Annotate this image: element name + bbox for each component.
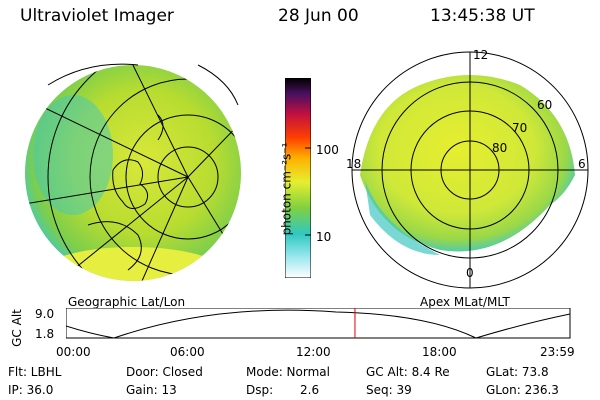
alt-xtick-0000: 00:00: [56, 345, 91, 359]
info-ip: IP: 36.0: [8, 383, 54, 397]
mlat-label-60: 60: [537, 98, 553, 112]
info-seq: Seq: 39: [366, 383, 412, 397]
altitude-time-plot: [66, 308, 571, 339]
info-dsp-label: Dsp:: [246, 383, 274, 397]
alt-plot-ylabel: GC Alt: [9, 309, 24, 347]
color-scale-bar: [285, 78, 311, 278]
info-gain: Gain: 13: [126, 383, 177, 397]
instrument-title: Ultraviolet Imager: [20, 6, 174, 26]
altitude-curve: [66, 309, 571, 339]
mlt-label-12: 12: [473, 48, 489, 62]
info-glat: GLat: 73.8: [486, 365, 549, 379]
alt-xtick-2359: 23:59: [540, 345, 575, 359]
info-door: Door: Closed: [126, 365, 203, 379]
time-label: 13:45:38 UT: [430, 6, 535, 26]
alt-xtick-0600: 06:00: [170, 345, 205, 359]
info-dsp-value: 2.6: [300, 383, 320, 397]
polar-mlat-mlt-plot: [351, 51, 589, 289]
date-label: 28 Jun 00: [278, 6, 359, 26]
info-gc-alt: GC Alt: 8.4 Re: [366, 365, 450, 379]
alt-xtick-1200: 12:00: [296, 345, 331, 359]
mlt-label-0: 0: [466, 266, 474, 280]
mlt-label-6: 6: [578, 157, 586, 171]
left-panel-caption: Geographic Lat/Lon: [68, 295, 186, 309]
mlt-label-18: 18: [346, 157, 362, 171]
mlat-label-80: 80: [492, 141, 508, 155]
mlat-label-70: 70: [512, 121, 528, 135]
colorbar-unit-label: photon cm⁻²s⁻¹: [279, 142, 294, 236]
alt-ytick-1.8: 1.8: [35, 327, 55, 341]
alt-ytick-9: 9.0: [35, 307, 55, 321]
right-panel-caption: Apex MLat/MLT: [420, 295, 510, 309]
info-flt: Flt: LBHL: [8, 365, 62, 379]
colorbar-tick-10: 10: [316, 230, 332, 244]
geographic-image: [25, 63, 241, 281]
colorbar-tick-100: 100: [316, 143, 339, 157]
info-glon: GLon: 236.3: [486, 383, 559, 397]
alt-xtick-1800: 18:00: [422, 345, 457, 359]
info-mode: Mode: Normal: [246, 365, 330, 379]
